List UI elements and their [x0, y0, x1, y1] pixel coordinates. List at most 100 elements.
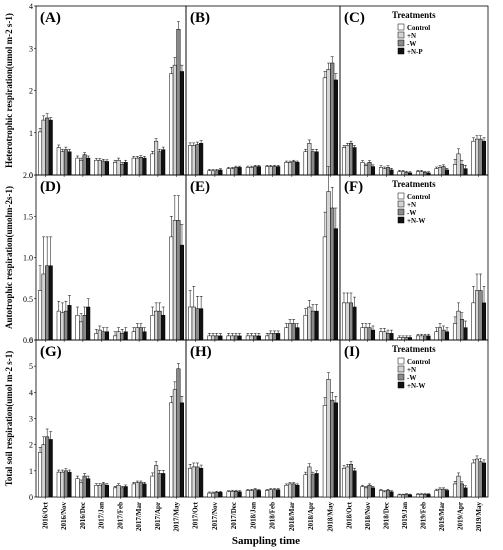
bar: [113, 335, 118, 341]
bar: [389, 491, 394, 498]
panel-g: (G) 2016/Oct 2016/Nov 2016/Dec 2017/Jan 2017/…: [35, 339, 187, 532]
bar: [341, 302, 346, 341]
bar: [371, 487, 376, 498]
bar: [471, 302, 476, 341]
row-ylabel: Total soil respiration(umol m-2 s-1): [4, 351, 14, 487]
bar: [287, 483, 293, 498]
bar: [214, 492, 219, 498]
bar: [157, 473, 162, 498]
bar: [237, 167, 242, 176]
bar: [82, 315, 87, 341]
bar: [272, 489, 277, 498]
bar: [199, 143, 204, 176]
bar: [291, 323, 296, 341]
bar: [123, 162, 128, 176]
bar: [79, 482, 84, 498]
bar: [265, 335, 270, 341]
bar: [284, 327, 289, 341]
bar: [38, 290, 43, 341]
bar: [172, 220, 177, 341]
panel-letter: (H): [190, 344, 212, 360]
legend-label: +N-W: [407, 382, 425, 390]
x-tick-label: 2017/Apr: [154, 502, 162, 530]
bar: [75, 315, 80, 341]
bar: [63, 149, 68, 176]
bar: [330, 62, 335, 176]
bar: [101, 160, 106, 176]
bar: [79, 159, 84, 176]
bar: [382, 491, 387, 498]
y-tick-label: 1.0: [23, 254, 33, 263]
bar: [415, 171, 420, 176]
bar: [157, 151, 162, 176]
bar: [378, 490, 383, 498]
legend-label: +N: [407, 201, 416, 209]
bar: [116, 484, 121, 498]
bar: [157, 310, 162, 341]
bar: [104, 331, 109, 341]
bar: [104, 161, 109, 176]
bar: [287, 162, 293, 176]
y-tick-label: 1.5: [23, 212, 33, 221]
x-tick-label: 2019/Jan: [401, 502, 409, 529]
bar: [120, 164, 125, 176]
bar: [389, 333, 394, 341]
bar: [478, 138, 483, 176]
bar: [291, 161, 296, 176]
bar: [314, 473, 319, 498]
bar: [463, 487, 468, 498]
bar: [307, 466, 312, 498]
bar: [408, 494, 413, 498]
bar: [214, 335, 219, 341]
bar: [345, 302, 350, 341]
bar: [142, 331, 147, 341]
legend-title: Treatments: [392, 344, 436, 354]
bar: [48, 439, 53, 498]
bar: [176, 28, 181, 176]
bar: [207, 170, 212, 176]
bar: [314, 310, 319, 341]
bar: [176, 368, 181, 498]
bar: [333, 228, 338, 341]
bar: [441, 166, 446, 176]
bar: [482, 140, 487, 176]
x-tick-label: 2017/Mar: [135, 502, 143, 531]
bar: [445, 490, 450, 498]
bar: [382, 331, 387, 341]
bar: [161, 473, 166, 498]
bar: [210, 335, 216, 341]
bar: [199, 308, 204, 341]
bar: [154, 140, 159, 176]
bar: [253, 335, 258, 341]
bar: [349, 464, 354, 498]
y-tick-label: 2: [29, 441, 33, 450]
bar: [400, 494, 405, 498]
bar: [67, 305, 72, 341]
bar: [445, 331, 450, 341]
bar: [482, 302, 487, 341]
bar: [210, 170, 216, 176]
bar: [120, 487, 125, 498]
bar: [326, 379, 331, 498]
bar: [179, 402, 184, 498]
y-tick-label: 1: [29, 129, 33, 138]
bar: [322, 405, 327, 498]
bar: [445, 169, 450, 176]
legend-swatch: [397, 365, 405, 373]
bar: [360, 486, 365, 498]
bar: [161, 315, 166, 341]
bar: [135, 482, 140, 498]
bar: [419, 171, 424, 176]
bar: [94, 159, 99, 176]
bar: [415, 494, 420, 498]
bar: [188, 467, 193, 498]
legend-label: +N: [407, 366, 416, 374]
x-tick-label: 2017/Feb: [116, 502, 124, 529]
bar: [341, 467, 346, 498]
bar: [131, 157, 136, 176]
y-tick-label: 0.5: [23, 295, 33, 304]
legend-title: Treatments: [392, 179, 436, 189]
bar: [333, 402, 338, 498]
